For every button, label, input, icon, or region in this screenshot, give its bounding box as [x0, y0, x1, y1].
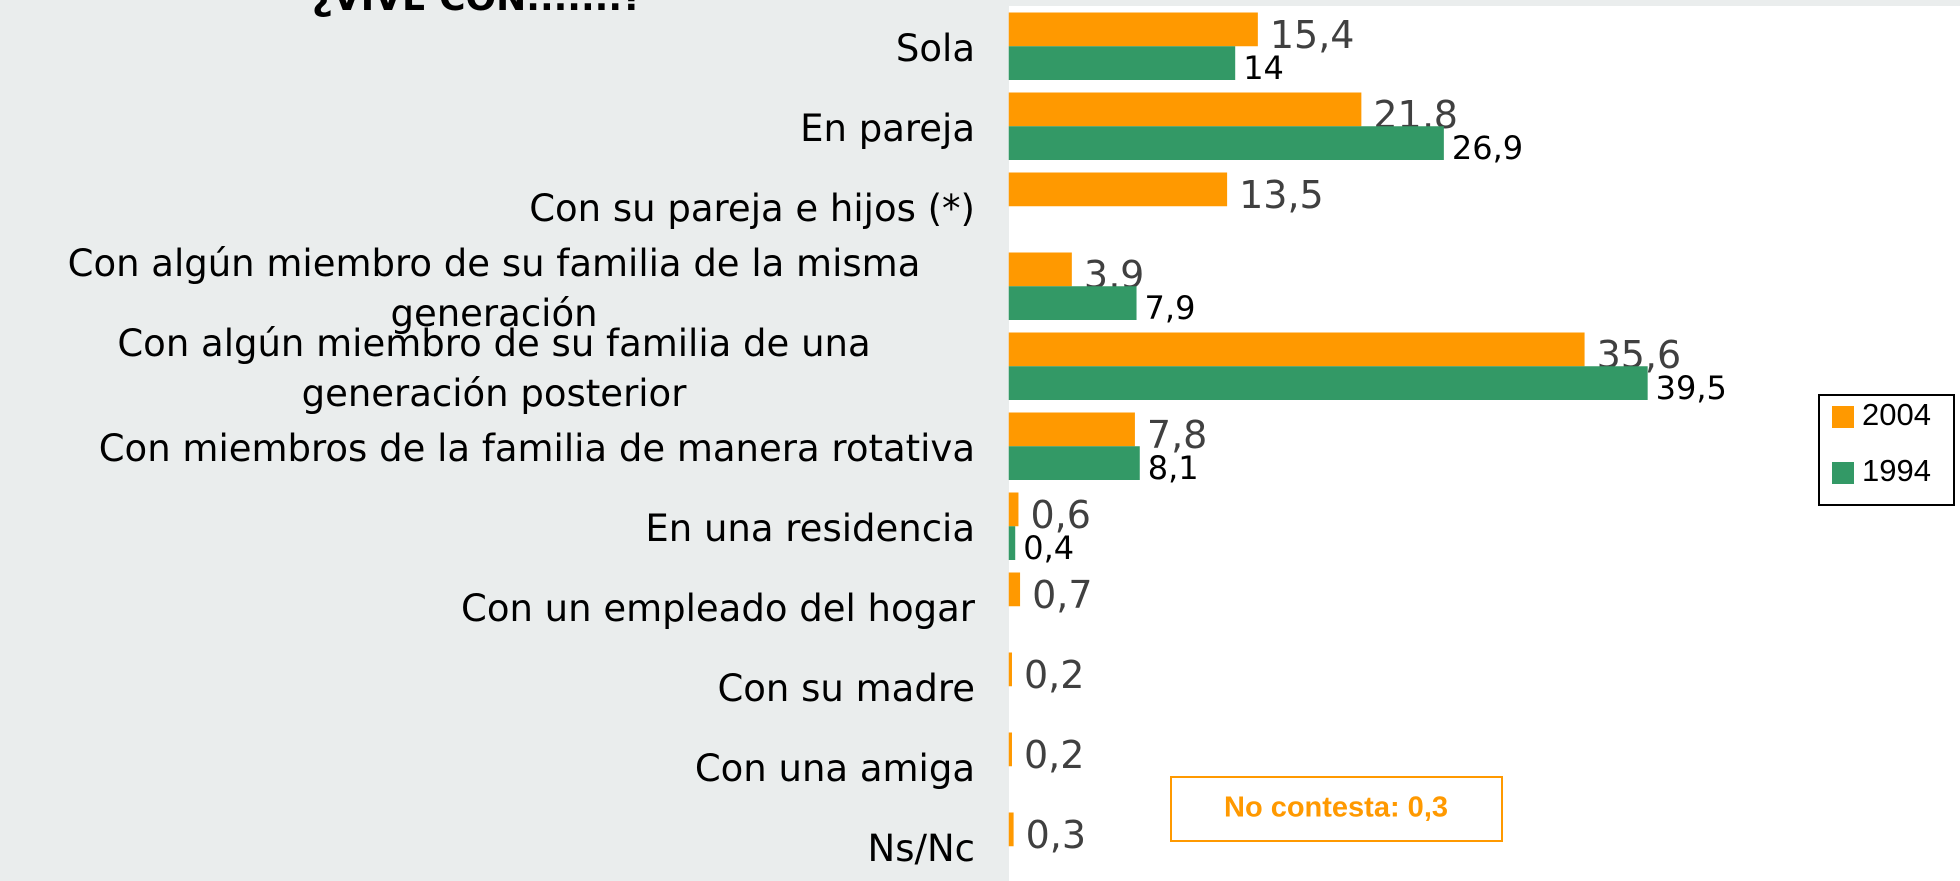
- bar: [1008, 446, 1140, 480]
- bar: [1008, 126, 1444, 160]
- value-label: 0,6: [1030, 493, 1090, 537]
- category-label: Con algún miembro de su familia de la mi…: [67, 241, 921, 335]
- bar: [1008, 92, 1362, 127]
- value-label: 15,4: [1270, 13, 1355, 57]
- value-label: 0,2: [1024, 653, 1084, 697]
- bar: [1008, 812, 1014, 847]
- value-label: 0,2: [1024, 733, 1084, 777]
- legend-label: 1994: [1862, 453, 1931, 488]
- annotation: No contesta: 0,3: [1224, 792, 1448, 824]
- legend-label: 2004: [1862, 397, 1931, 432]
- bar: [1008, 526, 1016, 560]
- bar: [1008, 412, 1135, 447]
- category-label: En pareja: [800, 106, 975, 150]
- bar: [1008, 366, 1648, 400]
- category-label: Con una amiga: [694, 746, 975, 790]
- category-label: Con algún miembro de su familia de una g…: [117, 321, 871, 415]
- bar: [1008, 492, 1019, 527]
- bar: [1008, 252, 1072, 287]
- category-label: Con su pareja e hijos (*): [529, 186, 975, 230]
- value-label: 14: [1243, 49, 1284, 87]
- category-label: Ns/Nc: [867, 826, 975, 870]
- bar: [1008, 652, 1012, 687]
- category-label: Con miembros de la familia de manera rot…: [98, 426, 975, 470]
- category-label: Con su madre: [717, 666, 975, 710]
- category-label: En una residencia: [645, 506, 975, 550]
- bar: [1008, 732, 1012, 767]
- annotation-box: [1170, 776, 1503, 842]
- bar: [1008, 286, 1137, 320]
- value-label: 0,7: [1032, 573, 1092, 617]
- legend-swatch: [1832, 406, 1854, 428]
- value-label: 0,3: [1026, 813, 1086, 857]
- value-label: 7,8: [1147, 413, 1207, 457]
- bar: [1008, 332, 1585, 367]
- category-label: Sola: [895, 26, 975, 70]
- value-label: 26,9: [1452, 129, 1523, 167]
- value-label: 8,1: [1148, 449, 1199, 487]
- bar: [1008, 572, 1021, 607]
- category-label: Con un empleado del hogar: [461, 586, 975, 630]
- bar: [1008, 12, 1258, 47]
- value-label: 39,5: [1656, 369, 1727, 407]
- value-label: 0,4: [1023, 529, 1074, 567]
- value-label: 13,5: [1239, 173, 1324, 217]
- value-label: 7,9: [1145, 289, 1196, 327]
- bar: [1008, 46, 1236, 80]
- legend-swatch: [1832, 462, 1854, 484]
- chart-title: ¿VIVE CON.......?: [312, 0, 643, 19]
- bar: [1008, 172, 1228, 207]
